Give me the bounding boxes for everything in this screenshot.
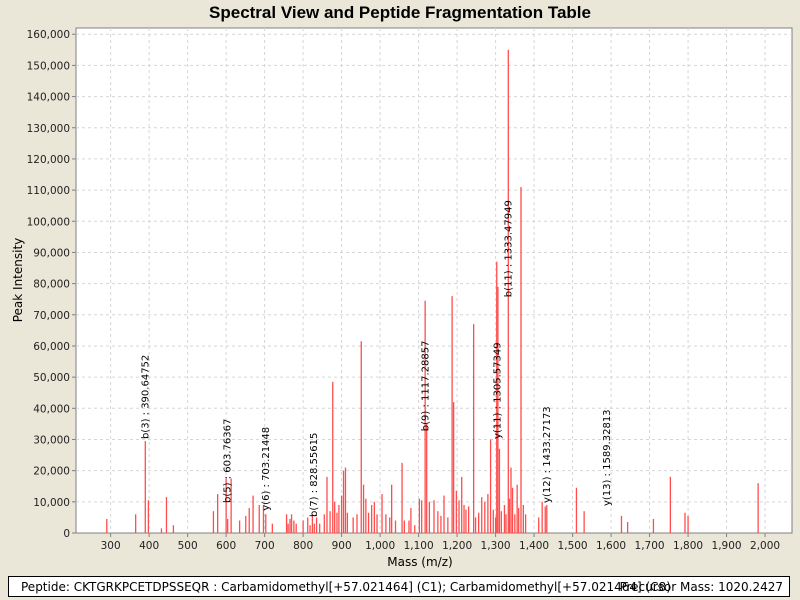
y-tick-label: 130,000 [27, 123, 70, 135]
y-tick-label: 100,000 [27, 216, 70, 228]
fragment-label: y(13) : 1589.32813 [602, 409, 613, 506]
y-tick-label: 60,000 [33, 341, 70, 353]
x-tick-label: 1,000 [365, 540, 395, 552]
y-tick-label: 140,000 [27, 92, 70, 104]
y-tick-label: 40,000 [33, 403, 70, 415]
fragment-label: b(9) : 1117.28857 [420, 341, 431, 432]
y-tick-label: 30,000 [33, 434, 70, 446]
plot-area [75, 27, 793, 534]
y-tick-label: 50,000 [33, 372, 70, 384]
y-tick-label: 20,000 [33, 466, 70, 478]
peptide-info-bar: Peptide: CKTGRKPCETDPSSEQR : Carbamidome… [8, 576, 790, 597]
x-tick-label: 500 [178, 540, 198, 552]
grid-lines [76, 28, 792, 533]
y-tick-label: 90,000 [33, 247, 70, 259]
peak-series [106, 49, 759, 533]
x-tick-label: 1,700 [635, 540, 665, 552]
fragment-label: b(5) : 603.76367 [223, 419, 234, 503]
peptide-sequence: Peptide: CKTGRKPCETDPSSEQR : Carbamidome… [21, 580, 671, 594]
chart-title: Spectral View and Peptide Fragmentation … [209, 3, 591, 22]
x-tick-label: 1,900 [712, 540, 742, 552]
x-tick-label: 2,000 [750, 540, 780, 552]
y-tick-label: 10,000 [33, 497, 70, 509]
fragment-label: y(6) : 703.21448 [261, 427, 272, 511]
x-tick-label: 1,600 [596, 540, 626, 552]
fragment-label: y(11) : 1305.57349 [493, 342, 504, 439]
x-tick-label: 1,100 [404, 540, 434, 552]
x-axis-label: Mass (m/z) [387, 555, 452, 569]
y-tick-label: 80,000 [33, 279, 70, 291]
y-axis-label: Peak Intensity [11, 238, 25, 323]
x-tick-label: 600 [216, 540, 236, 552]
y-tick-label: 120,000 [27, 154, 70, 166]
x-tick-label: 1,300 [481, 540, 511, 552]
fragment-label: b(7) : 828.55615 [309, 433, 320, 517]
x-tick-label: 300 [101, 540, 121, 552]
y-tick-label: 160,000 [27, 29, 70, 41]
fragment-label: y(12) : 1433.27173 [542, 406, 553, 503]
fragment-annotations: b(3) : 390.64752 b(5) : 603.76367 y(6) : 7… [141, 200, 613, 517]
y-tick-label: 110,000 [27, 185, 70, 197]
fragment-label: b(3) : 390.64752 [141, 355, 152, 439]
x-tick-label: 1,400 [519, 540, 549, 552]
fragment-label: b(11) : 1333.47949 [503, 200, 514, 297]
x-tick-label: 1,800 [673, 540, 703, 552]
axes: 0 10,000 20,000 30,000 40,000 50,000 60,000 70,… [27, 29, 781, 552]
x-tick-label: 1,500 [558, 540, 588, 552]
y-tick-label: 70,000 [33, 310, 70, 322]
x-tick-label: 900 [332, 540, 352, 552]
y-tick-label: 150,000 [27, 60, 70, 72]
y-tick-label: 0 [63, 528, 70, 540]
x-tick-label: 800 [293, 540, 313, 552]
x-tick-label: 700 [255, 540, 275, 552]
x-tick-label: 1,200 [442, 540, 472, 552]
x-tick-label: 400 [139, 540, 159, 552]
precursor-mass: Precursor Mass: 1020.2427 [619, 580, 783, 594]
